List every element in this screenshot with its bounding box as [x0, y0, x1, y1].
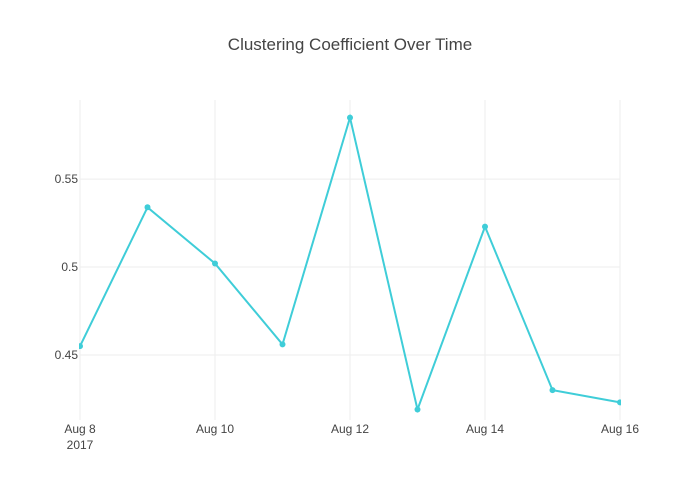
chart-title: Clustering Coefficient Over Time [228, 35, 472, 54]
data-point [549, 387, 556, 394]
x-tick-sublabel: 2017 [67, 438, 94, 452]
axis-tick-labels: Aug 8 2017 Aug 10 Aug 12 Aug 14 Aug 16 0.45 0.5… [55, 172, 640, 452]
x-tick-label: Aug 14 [466, 422, 504, 436]
data-point [79, 343, 83, 350]
y-tick-label: 0.5 [61, 260, 78, 274]
data-point [414, 406, 421, 413]
data-point [144, 204, 151, 211]
y-tick-label: 0.45 [55, 348, 79, 362]
data-point [617, 399, 621, 406]
data-point [347, 114, 353, 121]
x-tick-label: Aug 8 [64, 422, 96, 436]
x-tick-label: Aug 16 [601, 422, 639, 436]
data-point [212, 260, 218, 267]
data-point [279, 341, 286, 348]
grid-lines [79, 100, 621, 420]
x-tick-label: Aug 12 [331, 422, 369, 436]
data-point [482, 223, 488, 230]
y-tick-label: 0.55 [55, 172, 79, 186]
x-tick-label: Aug 10 [196, 422, 234, 436]
series-layer [79, 113, 621, 413]
